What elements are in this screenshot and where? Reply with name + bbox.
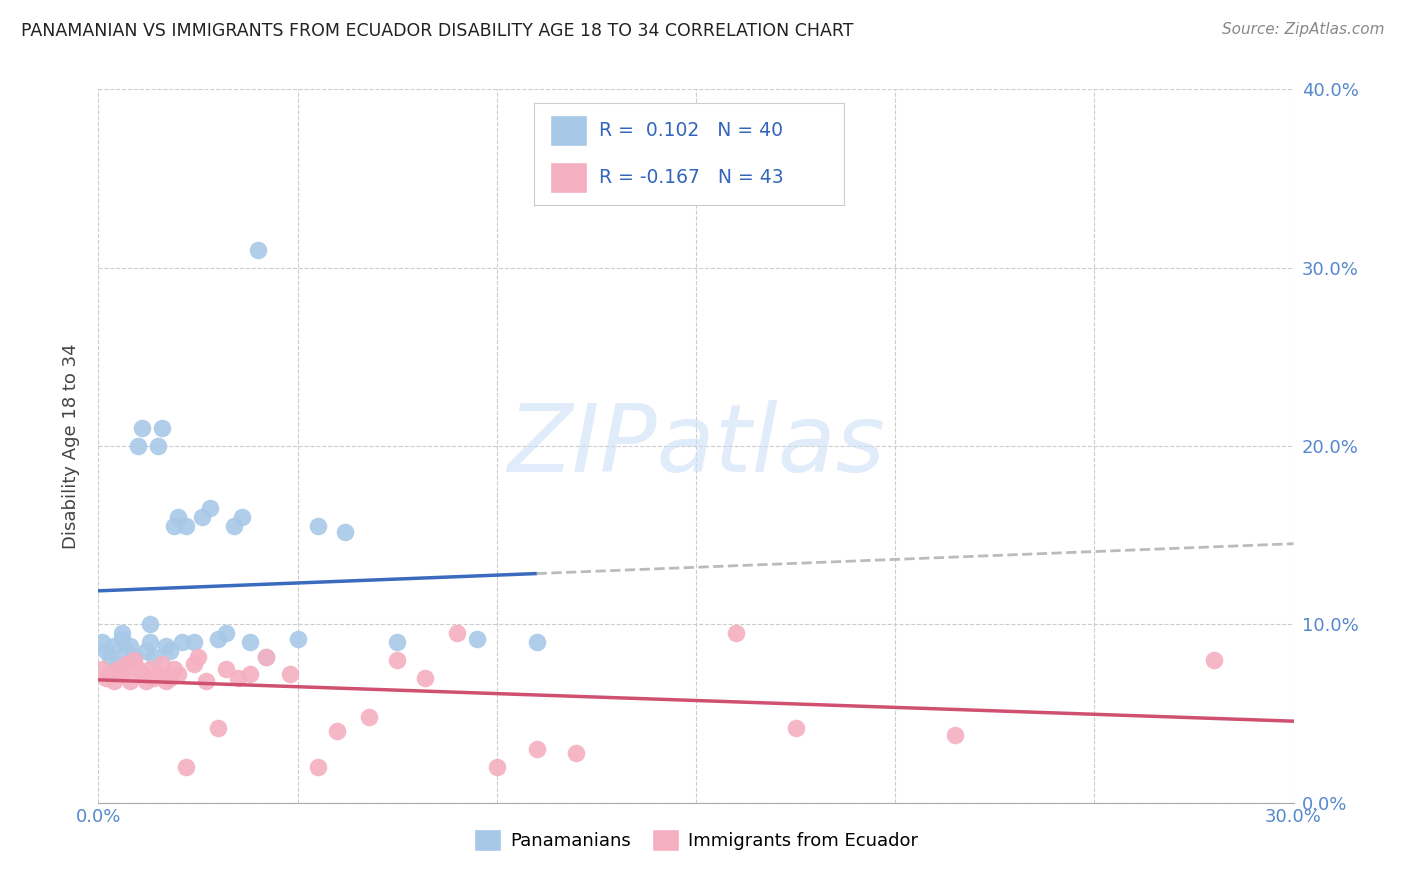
- Point: [239, 667, 262, 681]
- Point: [163, 662, 186, 676]
- Point: [307, 519, 329, 533]
- Point: [159, 644, 181, 658]
- Point: [107, 662, 129, 676]
- Y-axis label: Disability Age 18 to 34: Disability Age 18 to 34: [62, 343, 80, 549]
- Point: [246, 243, 269, 257]
- Point: [287, 632, 309, 646]
- Point: [724, 626, 747, 640]
- Point: [111, 667, 134, 681]
- Text: Source: ZipAtlas.com: Source: ZipAtlas.com: [1222, 22, 1385, 37]
- Point: [526, 742, 548, 756]
- Point: [120, 674, 142, 689]
- Point: [526, 635, 548, 649]
- Point: [103, 639, 125, 653]
- Point: [167, 510, 190, 524]
- Text: PANAMANIAN VS IMMIGRANTS FROM ECUADOR DISABILITY AGE 18 TO 34 CORRELATION CHART: PANAMANIAN VS IMMIGRANTS FROM ECUADOR DI…: [21, 22, 853, 40]
- Point: [124, 649, 146, 664]
- Text: R =  0.102   N = 40: R = 0.102 N = 40: [599, 120, 783, 140]
- Point: [159, 671, 181, 685]
- Point: [335, 524, 357, 539]
- Point: [239, 635, 262, 649]
- FancyBboxPatch shape: [550, 115, 586, 145]
- Text: R = -0.167   N = 43: R = -0.167 N = 43: [599, 168, 785, 187]
- Point: [485, 760, 508, 774]
- Point: [1202, 653, 1225, 667]
- Point: [222, 519, 245, 533]
- Point: [215, 626, 238, 640]
- Point: [191, 510, 214, 524]
- Point: [143, 671, 166, 685]
- Point: [150, 657, 173, 671]
- Point: [115, 657, 138, 671]
- Point: [254, 649, 277, 664]
- Point: [111, 632, 134, 646]
- Point: [785, 721, 807, 735]
- Point: [124, 653, 146, 667]
- Point: [174, 519, 197, 533]
- Point: [91, 635, 114, 649]
- Point: [172, 635, 194, 649]
- Point: [307, 760, 329, 774]
- Point: [143, 649, 166, 664]
- Point: [135, 644, 157, 658]
- Point: [359, 710, 381, 724]
- Point: [183, 657, 205, 671]
- Point: [131, 421, 153, 435]
- Point: [174, 760, 197, 774]
- Point: [278, 667, 301, 681]
- Point: [187, 649, 209, 664]
- Point: [148, 439, 170, 453]
- Point: [207, 632, 229, 646]
- Point: [127, 662, 149, 676]
- Text: ZIPatlas: ZIPatlas: [508, 401, 884, 491]
- Point: [226, 671, 249, 685]
- Legend: Panamanians, Immigrants from Ecuador: Panamanians, Immigrants from Ecuador: [467, 822, 925, 858]
- Point: [465, 632, 488, 646]
- Point: [148, 667, 170, 681]
- Point: [385, 653, 409, 667]
- Point: [195, 674, 218, 689]
- Point: [131, 667, 153, 681]
- Point: [198, 501, 221, 516]
- Point: [943, 728, 966, 742]
- Point: [98, 649, 122, 664]
- FancyBboxPatch shape: [550, 162, 586, 193]
- Point: [115, 644, 138, 658]
- Point: [111, 626, 134, 640]
- Point: [167, 667, 190, 681]
- Point: [96, 671, 118, 685]
- Point: [413, 671, 436, 685]
- Point: [150, 421, 173, 435]
- Point: [446, 626, 468, 640]
- Point: [96, 644, 118, 658]
- Point: [565, 746, 588, 760]
- Point: [98, 667, 122, 681]
- Point: [163, 519, 186, 533]
- Point: [385, 635, 409, 649]
- Point: [155, 639, 177, 653]
- Point: [120, 639, 142, 653]
- Point: [215, 662, 238, 676]
- Point: [326, 724, 349, 739]
- Point: [107, 657, 129, 671]
- Point: [135, 674, 157, 689]
- Point: [139, 662, 162, 676]
- Point: [127, 439, 149, 453]
- Point: [254, 649, 277, 664]
- Point: [91, 662, 114, 676]
- Point: [231, 510, 253, 524]
- Point: [103, 674, 125, 689]
- Point: [183, 635, 205, 649]
- Point: [155, 674, 177, 689]
- Point: [139, 635, 162, 649]
- Point: [139, 617, 162, 632]
- Point: [207, 721, 229, 735]
